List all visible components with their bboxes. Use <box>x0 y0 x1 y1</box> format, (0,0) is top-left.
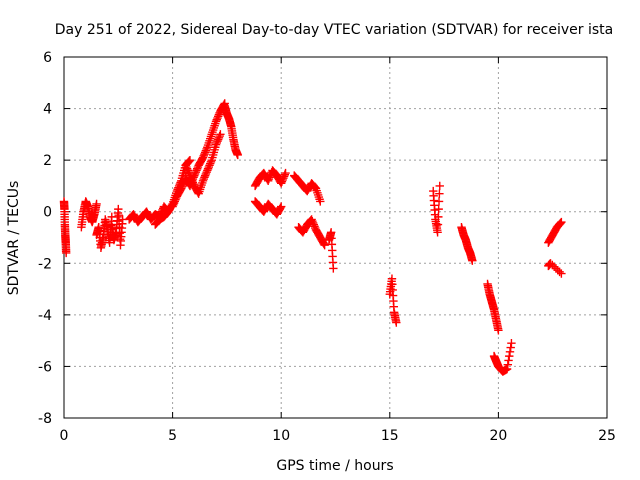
data-point <box>185 156 194 166</box>
x-tick-label: 25 <box>598 428 616 444</box>
data-point <box>435 189 444 198</box>
data-point <box>435 181 444 191</box>
y-tick-label: -8 <box>38 411 52 427</box>
data-point <box>320 241 329 250</box>
data-point <box>185 155 195 165</box>
data-point <box>316 197 325 206</box>
y-tick-label: -2 <box>38 256 52 272</box>
plot-frame <box>63 56 608 419</box>
x-axis-title: GPS time / hours <box>276 458 393 474</box>
data-point <box>61 248 71 258</box>
data-point <box>557 217 566 227</box>
data-point <box>277 202 286 211</box>
data-point <box>319 239 329 249</box>
y-tick-label: 6 <box>43 50 52 66</box>
data-point <box>503 360 513 369</box>
x-tick-label: 10 <box>272 428 290 444</box>
data-point <box>468 256 477 265</box>
data-point <box>433 220 443 229</box>
data-point <box>502 364 512 374</box>
tick-labels: 0 5 10 15 20 25 -8 -6 -4 -2 0 2 4 6 <box>38 50 616 444</box>
data-point <box>434 197 444 206</box>
y-tick-label: 4 <box>43 102 52 118</box>
x-tick-label: 20 <box>489 428 507 444</box>
x-tick-label: 0 <box>60 428 69 444</box>
y-tick-label: 0 <box>43 205 52 221</box>
data-point <box>494 326 503 335</box>
data-point <box>433 228 442 237</box>
y-axis-title: SDTVAR / TECUs <box>6 181 22 296</box>
axis-ticks <box>63 56 608 419</box>
chart-title: Day 251 of 2022, Sidereal Day-to-day VTE… <box>55 22 613 38</box>
grid-lines <box>64 57 607 418</box>
y-tick-label: -4 <box>38 308 52 324</box>
data-point <box>557 269 566 278</box>
x-tick-label: 15 <box>381 428 399 444</box>
y-tick-label: -6 <box>38 359 52 375</box>
data-point <box>392 318 401 327</box>
data-point <box>505 347 515 357</box>
y-tick-label: 2 <box>43 153 52 169</box>
data-point <box>276 203 285 213</box>
data-point <box>505 351 514 361</box>
data-point <box>329 264 338 273</box>
x-tick-label: 5 <box>168 428 177 444</box>
data-point <box>233 150 242 160</box>
data-point <box>281 168 290 178</box>
data-points <box>59 99 566 376</box>
data-point <box>507 339 516 348</box>
data-point <box>506 343 515 352</box>
data-point <box>434 204 443 214</box>
data-point <box>92 199 101 209</box>
data-point <box>504 356 513 365</box>
data-point <box>556 218 565 228</box>
data-point <box>434 212 443 222</box>
data-point <box>216 130 225 139</box>
